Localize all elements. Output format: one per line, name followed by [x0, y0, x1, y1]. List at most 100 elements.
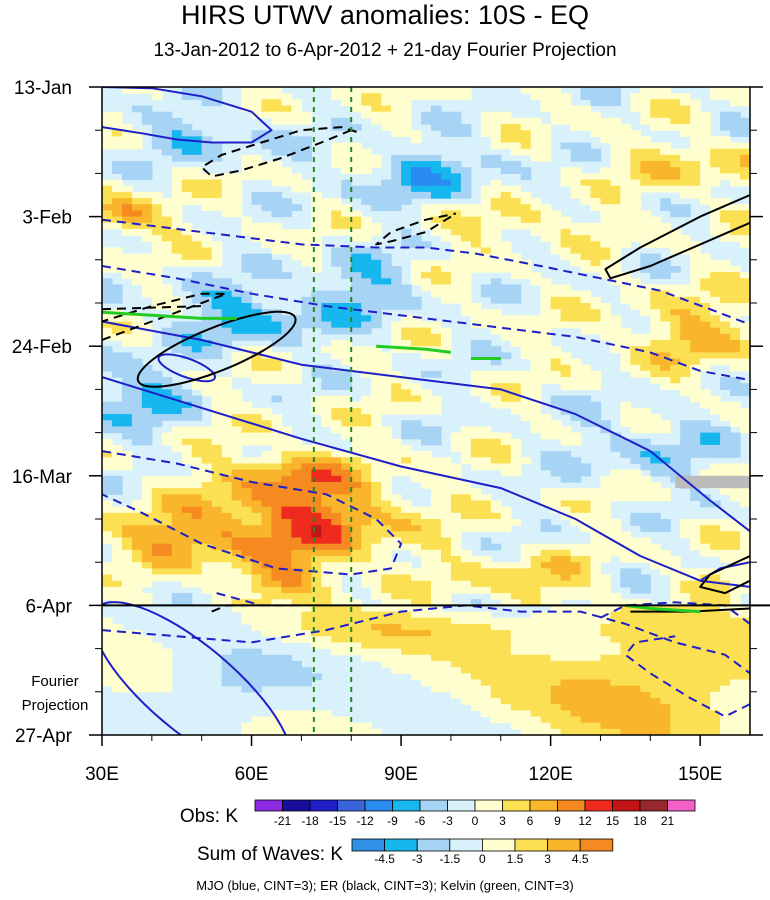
obs-cell: [211, 568, 223, 576]
obs-cell: [291, 204, 302, 212]
obs-cell: [460, 191, 472, 199]
obs-cell: [570, 377, 582, 384]
obs-cell: [231, 580, 243, 588]
obs-cell: [251, 198, 263, 205]
obs-cell: [520, 265, 532, 273]
wave-cell: [430, 617, 442, 625]
obs-cell: [401, 525, 412, 532]
obs-cell: [371, 531, 382, 539]
obs-cell: [311, 235, 322, 242]
obs-cell: [311, 364, 322, 372]
obs-cell: [680, 586, 691, 594]
obs-cell: [450, 549, 462, 557]
wave-cell: [520, 710, 532, 718]
wave-cell: [590, 654, 602, 662]
obs-cell: [211, 352, 223, 360]
obs-cell: [321, 401, 332, 409]
obs-cell: [161, 204, 173, 212]
obs-cell: [371, 568, 382, 576]
obs-cell: [261, 358, 273, 366]
obs-cell: [331, 420, 342, 428]
obs-cell: [670, 321, 681, 329]
obs-cell: [381, 593, 392, 600]
wave-cell: [580, 636, 592, 644]
obs-cell: [241, 537, 253, 545]
obs-cell: [311, 481, 322, 489]
obs-cell: [281, 105, 293, 113]
obs-cell: [421, 321, 432, 329]
wave-cell: [650, 654, 661, 662]
obs-cell: [331, 222, 342, 230]
obs-cell: [600, 475, 612, 483]
obs-cell: [510, 216, 522, 224]
obs-cell: [600, 191, 612, 199]
obs-cell: [610, 173, 621, 181]
obs-cell: [381, 500, 392, 508]
obs-cell: [660, 321, 671, 329]
obs-cell: [500, 117, 512, 125]
obs-cell: [710, 272, 721, 279]
wave-cell: [600, 722, 612, 730]
wave-cell: [640, 710, 651, 718]
obs-cell: [590, 222, 602, 230]
obs-cell: [700, 333, 711, 341]
obs-cell: [600, 117, 612, 125]
obs-cell: [660, 198, 671, 205]
obs-cell: [720, 210, 731, 218]
obs-cell: [720, 284, 731, 292]
obs-cell: [620, 444, 631, 452]
obs-cell: [231, 506, 243, 514]
wave-cell: [570, 673, 582, 681]
obs-cell: [650, 494, 661, 502]
wave-cell: [610, 722, 621, 730]
obs-cell: [201, 148, 213, 156]
obs-cell: [620, 290, 631, 298]
obs-cell: [371, 488, 382, 495]
obs-cell: [231, 333, 243, 341]
obs-cell: [480, 222, 492, 230]
obs-cell: [111, 327, 123, 335]
obs-cell: [430, 321, 442, 329]
wave-cell: [520, 716, 532, 724]
obs-cell: [251, 599, 263, 606]
obs-cell: [351, 481, 362, 489]
obs-cell: [241, 315, 253, 323]
wave-cell: [371, 617, 382, 625]
obs-cell: [311, 315, 322, 323]
obs-cell: [361, 167, 372, 174]
obs-cell: [580, 383, 592, 390]
obs-cell: [740, 284, 750, 292]
obs-cell: [650, 179, 661, 187]
obs-cell: [490, 438, 502, 446]
wave-cell: [690, 728, 701, 735]
obs-cell: [600, 494, 612, 502]
obs-cell: [530, 148, 542, 156]
obs-cell: [610, 167, 621, 174]
obs-cell: [460, 228, 472, 236]
obs-cell: [181, 599, 193, 606]
obs-cell: [430, 407, 442, 415]
obs-cell: [680, 432, 691, 440]
obs-cell: [261, 469, 273, 477]
obs-cell: [510, 142, 522, 150]
obs-cell: [430, 500, 442, 508]
obs-cell: [680, 444, 691, 452]
obs-cell: [480, 444, 492, 452]
obs-cell: [530, 414, 542, 421]
obs-cell: [141, 290, 153, 298]
obs-cell: [700, 327, 711, 335]
wave-cell: [321, 722, 332, 730]
obs-cell: [530, 154, 542, 162]
obs-cell: [131, 556, 143, 563]
obs-cell: [411, 574, 422, 582]
obs-cell: [421, 389, 432, 397]
wave-cell: [440, 679, 452, 687]
obs-cell: [640, 136, 651, 144]
obs-cell: [470, 556, 482, 563]
obs-cell: [490, 204, 502, 212]
wave-cell: [430, 685, 442, 693]
obs-cell: [610, 438, 621, 446]
obs-cell: [111, 420, 123, 428]
wave-cell: [590, 623, 602, 631]
obs-cell: [301, 512, 312, 520]
